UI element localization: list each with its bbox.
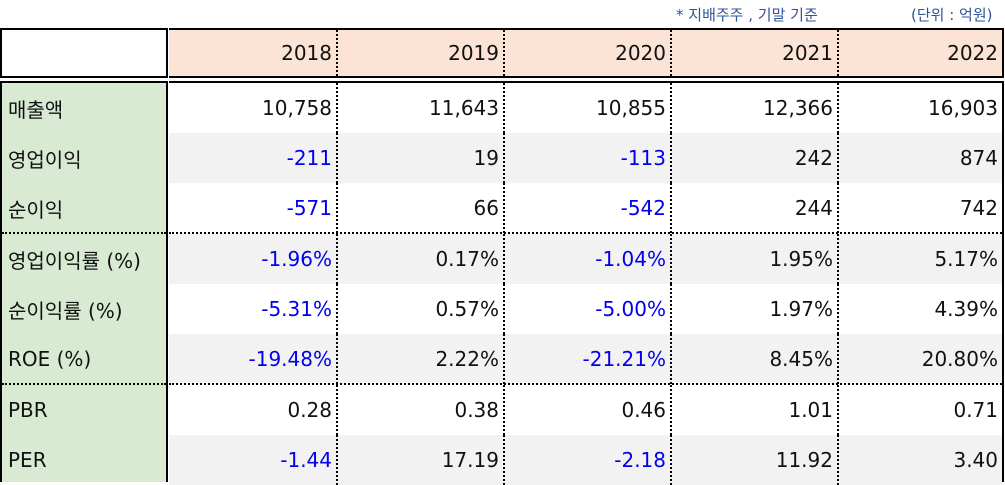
table-cell: 1.95% (670, 234, 837, 284)
table-cell: 874 (837, 133, 1002, 183)
table-cell: -211 (286, 146, 332, 170)
table-cell: 244 (670, 183, 837, 233)
table-row: -5.31% 0.57% -5.00% 1.97% 4.39% (169, 284, 1002, 334)
table-cell: -5.00% (503, 284, 670, 334)
table-cell: -19.48% (248, 347, 332, 371)
table-cell: -1.44 (280, 448, 332, 472)
table-cell: -571 (286, 196, 332, 220)
table-cell: 12,366 (670, 83, 837, 133)
row-label: 순이익률 (%) (8, 298, 123, 323)
group-separator (2, 383, 166, 385)
table-cell: 242 (670, 133, 837, 183)
table-cell: 2.22% (336, 334, 503, 384)
table-cell: -2.18 (503, 435, 670, 485)
table-cell: 742 (837, 183, 1002, 233)
table-row: 0.28 0.38 0.46 1.01 0.71 (169, 385, 1002, 435)
group-separator (169, 383, 1002, 385)
year-header-2022: 2022 (837, 30, 1002, 76)
unit-note: (단위 : 억원) (911, 6, 993, 24)
row-label: 매출액 (8, 97, 64, 122)
row-label-cell: 순이익률 (%) (2, 284, 166, 334)
table-cell: 10,758 (262, 96, 332, 120)
row-label-cell: 영업이익률 (%) (2, 234, 166, 284)
group-separator (169, 232, 1002, 234)
table-cell: 4.39% (837, 284, 1002, 334)
table-cell: 0.57% (336, 284, 503, 334)
row-label-cell: PBR (2, 385, 166, 435)
table-cell: -542 (503, 183, 670, 233)
row-label-cell: 영업이익 (2, 133, 166, 183)
table-cell: 66 (336, 183, 503, 233)
table-cell: -5.31% (261, 297, 332, 321)
year-header-2018: 2018 (281, 41, 332, 65)
table-cell: 1.01 (670, 385, 837, 435)
table-notes: * 지배주주 , 기말 기준 (단위 : 억원) (0, 0, 1005, 28)
year-header-2020: 2020 (503, 30, 670, 76)
row-label-cell: ROE (%) (2, 334, 166, 384)
table-cell: 1.97% (670, 284, 837, 334)
table-cell: 3.40 (837, 435, 1002, 485)
table-cell: 20.80% (837, 334, 1002, 384)
table-cell: 16,903 (837, 83, 1002, 133)
table-cell: 0.38 (336, 385, 503, 435)
table-cell: 8.45% (670, 334, 837, 384)
table-cell: 0.28 (287, 398, 332, 422)
table-cell: 5.17% (837, 234, 1002, 284)
data-body: 10,758 11,643 10,855 12,366 16,903 -211 19 -113… (169, 81, 1004, 485)
row-label-cell: 순이익 (2, 183, 166, 233)
row-label: 순이익 (8, 197, 64, 222)
table-cell: 0.46 (503, 385, 670, 435)
table-cell: -21.21% (503, 334, 670, 384)
year-header-2019: 2019 (336, 30, 503, 76)
row-label: ROE (%) (8, 347, 92, 371)
table-cell: 10,855 (503, 83, 670, 133)
table-row: -1.44 17.19 -2.18 11.92 3.40 (169, 435, 1002, 485)
row-label: PBR (8, 398, 48, 422)
table-cell: -1.04% (503, 234, 670, 284)
row-label-cell: PER (2, 435, 166, 485)
table-cell: -1.96% (261, 247, 332, 271)
table-cell: 0.71 (837, 385, 1002, 435)
row-label: 영업이익률 (%) (8, 248, 141, 273)
row-label: 영업이익 (8, 147, 82, 172)
table-row: -211 19 -113 242 874 (169, 133, 1002, 183)
table-cell: 11.92 (670, 435, 837, 485)
table-cell: -113 (503, 133, 670, 183)
group-separator (2, 232, 166, 234)
row-label-cell: 매출액 (2, 83, 166, 133)
table-cell: 0.17% (336, 234, 503, 284)
year-header-2021: 2021 (670, 30, 837, 76)
basis-note: * 지배주주 , 기말 기준 (676, 6, 818, 24)
table-row: -1.96% 0.17% -1.04% 1.95% 5.17% (169, 234, 1002, 284)
table-row: -19.48% 2.22% -21.21% 8.45% 20.80% (169, 334, 1002, 384)
header-corner (0, 28, 168, 78)
row-label: PER (8, 448, 47, 472)
table-cell: 19 (336, 133, 503, 183)
table-row: -571 66 -542 244 742 (169, 183, 1002, 233)
table-row: 10,758 11,643 10,855 12,366 16,903 (169, 83, 1002, 133)
year-header-row: 2018 2019 2020 2021 2022 (169, 28, 1004, 78)
table-cell: 17.19 (336, 435, 503, 485)
table-cell: 11,643 (336, 83, 503, 133)
